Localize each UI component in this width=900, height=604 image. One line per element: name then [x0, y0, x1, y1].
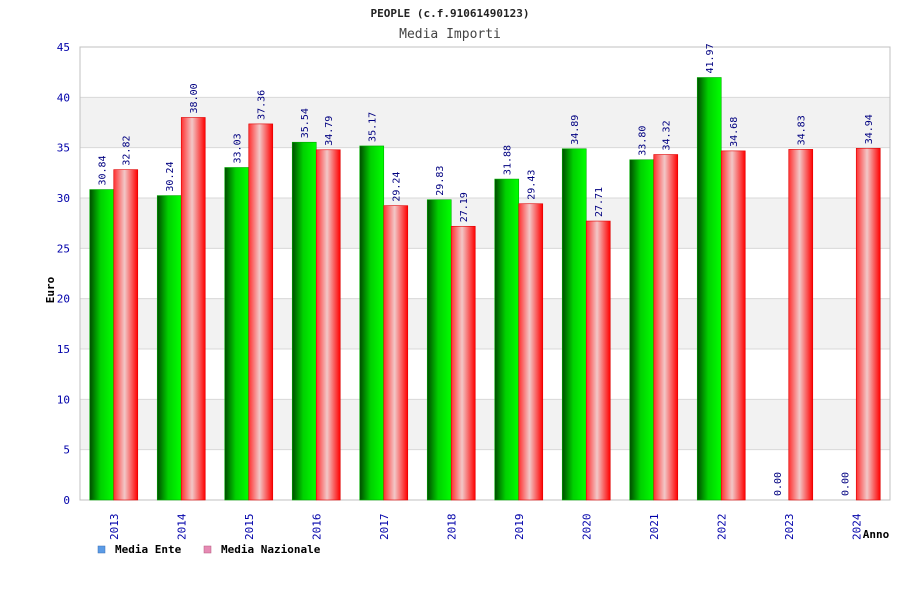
bar-media-nazionale — [518, 203, 544, 501]
value-label: 27.71 — [594, 187, 605, 217]
bar-media-ente — [696, 77, 722, 501]
x-tick-label: 2015 — [243, 514, 256, 541]
bar-media-ente — [629, 159, 655, 501]
value-label: 30.24 — [165, 161, 176, 191]
value-label: 33.03 — [233, 133, 244, 163]
value-label: 34.32 — [662, 120, 673, 150]
bar-media-nazionale — [653, 154, 679, 501]
value-label: 38.00 — [189, 83, 200, 113]
bar-media-nazionale — [855, 147, 881, 501]
bar-media-ente — [89, 189, 115, 501]
value-label: 34.83 — [797, 115, 808, 145]
bars — [89, 77, 881, 501]
y-tick-label: 35 — [57, 142, 70, 155]
x-tick-label: 2024 — [850, 513, 863, 540]
y-tick-label: 30 — [57, 192, 70, 205]
x-tick-label: 2023 — [783, 514, 796, 541]
x-tick-label: 2022 — [715, 514, 728, 541]
gridlines — [79, 46, 891, 501]
bar-media-nazionale — [180, 117, 206, 501]
grid-band — [80, 198, 890, 249]
x-tick-label: 2020 — [580, 514, 593, 541]
bar-media-ente — [224, 167, 250, 501]
chart-title: PEOPLE (c.f.91061490123) — [371, 7, 530, 20]
x-tick-label: 2013 — [108, 514, 121, 541]
grid-band — [80, 399, 890, 450]
legend-swatch-media-ente — [97, 545, 106, 554]
y-tick-label: 40 — [57, 91, 70, 104]
x-tick-label: 2019 — [513, 514, 526, 541]
value-label: 29.24 — [392, 172, 403, 202]
legend-swatch-media-nazionale — [203, 545, 212, 554]
grid-band — [80, 97, 890, 148]
legend: Media Ente Media Nazionale — [97, 543, 321, 556]
bar-media-ente — [561, 148, 587, 501]
value-label: 0.00 — [773, 472, 784, 496]
value-label: 30.84 — [98, 155, 109, 185]
value-label: 0.00 — [840, 472, 851, 496]
x-tick-label: 2016 — [310, 514, 323, 541]
y-axis-ticks: 0 5 10 15 20 25 30 35 40 45 — [57, 41, 70, 507]
value-label: 35.54 — [300, 108, 311, 138]
bar-media-nazionale — [383, 205, 409, 501]
x-tick-label: 2018 — [445, 514, 458, 541]
x-tick-label: 2021 — [648, 514, 661, 541]
value-label: 32.82 — [122, 136, 133, 166]
bar-media-nazionale — [113, 169, 139, 501]
value-label: 27.19 — [459, 192, 470, 222]
y-tick-label: 5 — [63, 444, 70, 457]
y-tick-label: 0 — [63, 494, 70, 507]
bar-media-ente — [426, 199, 452, 501]
bar-media-nazionale — [720, 150, 746, 501]
value-label: 29.83 — [435, 166, 446, 196]
grid-band — [80, 298, 890, 349]
value-labels: 30.84 32.82 30.24 38.00 33.03 37.36 35.54 34.79… — [98, 43, 876, 496]
bar-media-ente — [494, 178, 520, 501]
value-label: 35.17 — [368, 112, 379, 142]
value-label: 41.97 — [705, 43, 716, 73]
value-label: 34.94 — [864, 114, 875, 144]
chart-subtitle: Media Importi — [399, 27, 501, 42]
value-label: 33.80 — [638, 126, 649, 156]
bar-media-nazionale — [788, 149, 814, 501]
value-label: 37.36 — [257, 90, 268, 120]
y-axis-label: Euro — [44, 276, 57, 303]
bar-media-nazionale — [248, 123, 274, 501]
y-tick-label: 25 — [57, 242, 70, 255]
x-tick-label: 2017 — [378, 514, 391, 541]
value-label: 29.43 — [527, 170, 538, 200]
x-tick-label: 2014 — [175, 513, 188, 540]
bar-media-ente — [359, 145, 385, 501]
y-tick-label: 10 — [57, 393, 70, 406]
y-tick-label: 20 — [57, 293, 70, 306]
value-label: 34.79 — [324, 116, 335, 146]
legend-label-media-ente: Media Ente — [115, 543, 182, 556]
value-label: 31.88 — [503, 145, 514, 175]
y-tick-label: 45 — [57, 41, 70, 54]
y-tick-label: 15 — [57, 343, 70, 356]
value-label: 34.68 — [729, 117, 740, 147]
bar-media-nazionale — [315, 149, 341, 501]
x-axis-label: Anno — [863, 528, 890, 541]
plot-bands — [80, 97, 890, 450]
bar-media-nazionale — [450, 225, 476, 501]
bar-media-ente — [291, 141, 317, 501]
bar-media-nazionale — [585, 220, 611, 501]
x-axis-ticks: 2013 2014 2015 2016 2017 2018 2019 2020 2021 2022… — [108, 513, 864, 540]
plot-frame — [79, 46, 891, 501]
value-label: 34.89 — [570, 115, 581, 145]
bar-media-ente — [156, 195, 182, 501]
legend-label-media-nazionale: Media Nazionale — [221, 543, 321, 556]
